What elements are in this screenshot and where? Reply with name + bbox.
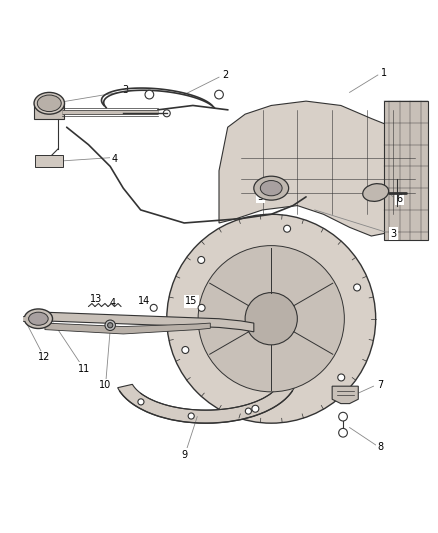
Text: 1: 1	[381, 68, 388, 78]
Circle shape	[182, 346, 189, 353]
Text: 15: 15	[185, 296, 198, 306]
Circle shape	[339, 413, 347, 421]
Circle shape	[198, 304, 205, 311]
Polygon shape	[385, 101, 428, 240]
Ellipse shape	[254, 176, 289, 200]
Text: 2: 2	[223, 70, 229, 80]
Circle shape	[188, 413, 194, 419]
Circle shape	[245, 293, 297, 345]
Text: 8: 8	[378, 442, 384, 452]
Text: 5: 5	[257, 192, 264, 202]
Ellipse shape	[28, 312, 48, 325]
Circle shape	[245, 408, 251, 414]
Circle shape	[105, 320, 116, 330]
Circle shape	[163, 110, 170, 117]
Text: 13: 13	[90, 294, 102, 304]
Text: 12: 12	[38, 352, 50, 362]
Polygon shape	[332, 386, 358, 403]
Polygon shape	[34, 103, 64, 118]
Circle shape	[150, 304, 157, 311]
Text: 10: 10	[99, 380, 111, 390]
Circle shape	[339, 429, 347, 437]
Ellipse shape	[363, 184, 389, 201]
Polygon shape	[219, 101, 428, 236]
Circle shape	[198, 256, 205, 263]
Text: 6: 6	[396, 194, 403, 204]
Ellipse shape	[260, 181, 282, 196]
Text: 11: 11	[78, 364, 90, 374]
Ellipse shape	[24, 309, 53, 328]
FancyBboxPatch shape	[35, 155, 63, 167]
Circle shape	[353, 284, 360, 291]
Circle shape	[215, 90, 223, 99]
Text: 4: 4	[110, 298, 116, 309]
Circle shape	[338, 374, 345, 381]
Circle shape	[167, 214, 376, 423]
Ellipse shape	[34, 92, 64, 114]
Circle shape	[138, 399, 144, 405]
Polygon shape	[45, 312, 254, 332]
Polygon shape	[118, 384, 294, 423]
Text: 14: 14	[138, 296, 150, 306]
Circle shape	[145, 90, 154, 99]
Circle shape	[198, 246, 344, 392]
Text: 7: 7	[377, 380, 383, 390]
Text: 3: 3	[390, 229, 396, 239]
Circle shape	[252, 405, 259, 412]
Polygon shape	[45, 321, 210, 334]
Circle shape	[108, 322, 113, 328]
Text: 4: 4	[112, 154, 118, 164]
Ellipse shape	[37, 95, 61, 111]
Text: 3: 3	[122, 85, 128, 95]
Text: 9: 9	[181, 449, 187, 459]
Circle shape	[284, 225, 290, 232]
